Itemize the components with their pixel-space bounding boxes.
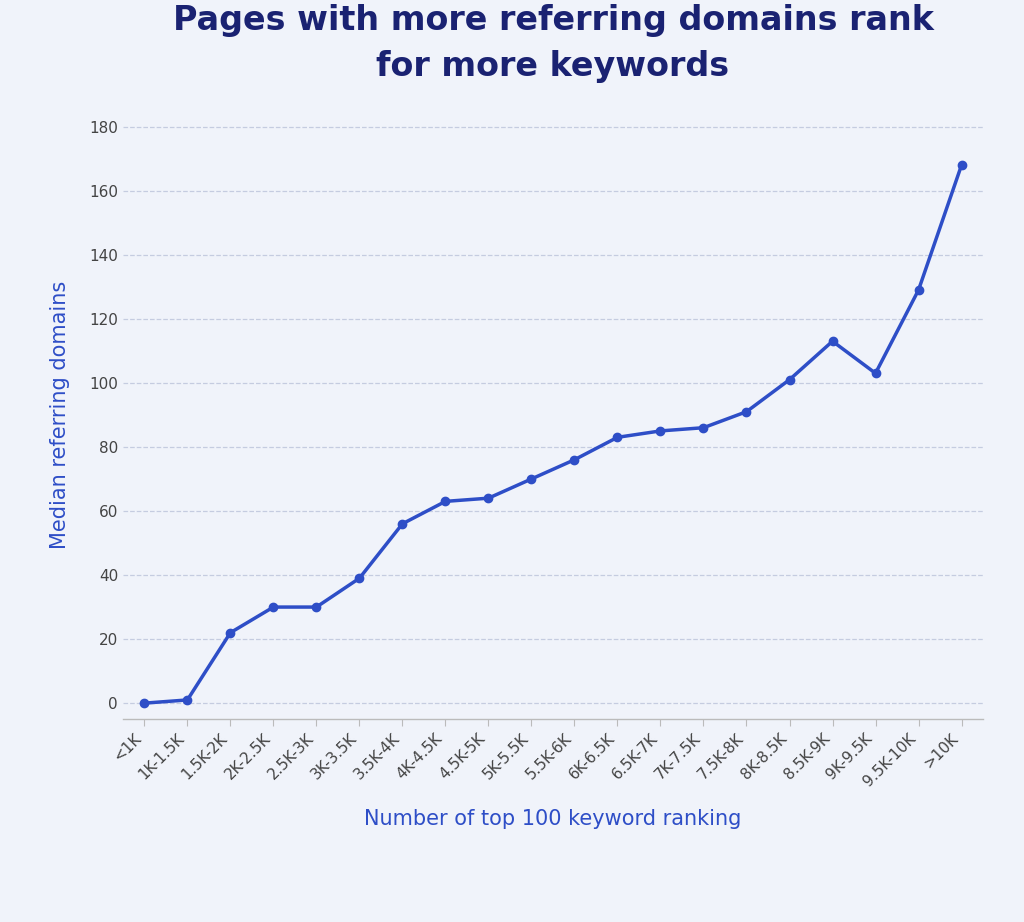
- Title: Pages with more referring domains rank
for more keywords: Pages with more referring domains rank f…: [172, 4, 934, 83]
- X-axis label: Number of top 100 keyword ranking: Number of top 100 keyword ranking: [365, 809, 741, 829]
- Y-axis label: Median referring domains: Median referring domains: [49, 281, 70, 549]
